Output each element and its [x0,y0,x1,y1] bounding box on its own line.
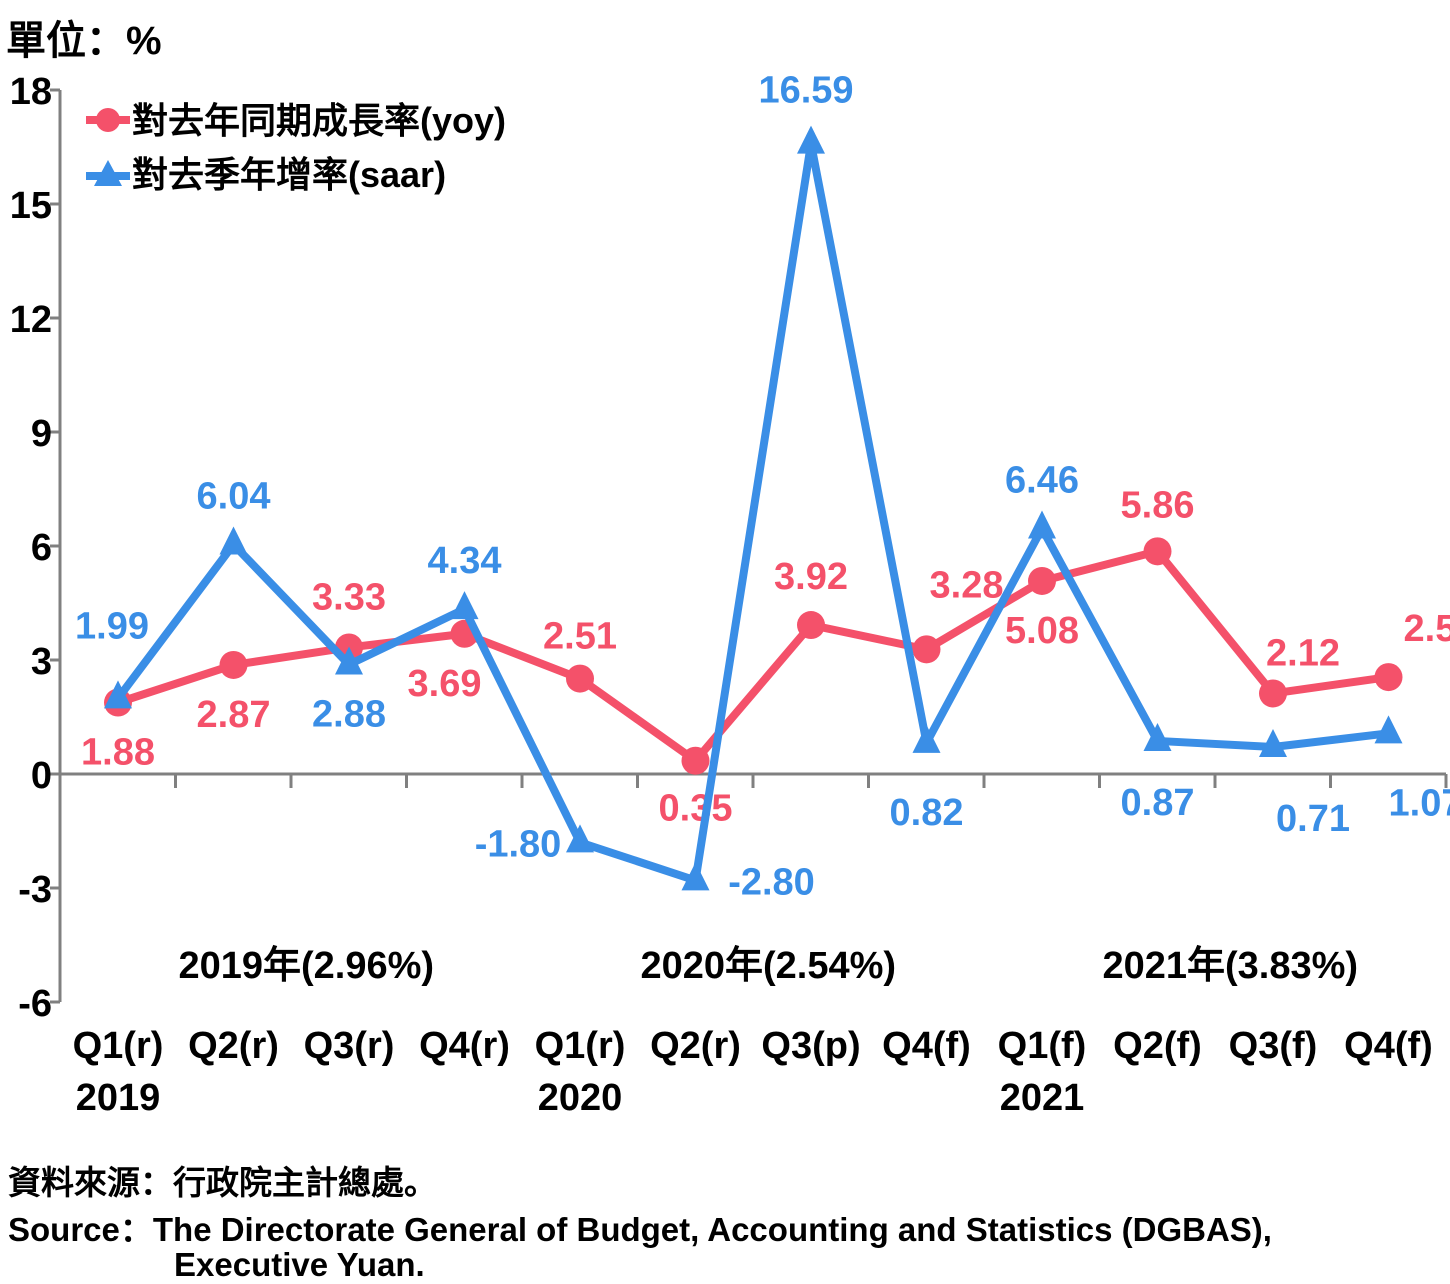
series-yoy: 1.88 2.87 3.33 3.69 2.51 0.35 3.92 3.285.08 5.86… [81,484,1450,829]
y-tick-label: 12 [10,299,52,341]
x-tick-label: Q1(f) [998,1025,1087,1067]
yoy-line [116,547,1390,765]
saar-data-label: 16.59 [758,70,853,112]
year-label: 2019 [76,1077,161,1119]
yoy-data-label: 5.08 [1005,610,1079,652]
y-tick-label: 3 [31,641,52,683]
annual-labels: 2019年(2.96%) 2020年(2.54%) 2021年(3.83%) [178,945,1358,987]
y-tick-label: -3 [18,869,52,911]
yoy-point [1143,537,1172,566]
y-tick-label: 15 [10,185,52,227]
annual-label: 2020年(2.54%) [640,945,896,987]
legend-saar-label: 對去季年增率(saar) [132,154,446,195]
yoy-point [912,635,941,664]
x-tick-label: Q2(r) [188,1025,279,1067]
annual-label: 2021年(3.83%) [1102,945,1358,987]
x-tick-label: Q3(r) [304,1025,395,1067]
source-en-line2: Executive Yuan. [174,1246,425,1283]
yoy-point [566,664,594,693]
yoy-point [1259,679,1287,708]
saar-point [104,680,132,709]
legend-yoy-label: 對去年同期成長率(yoy) [132,100,506,141]
saar-data-label: -1.80 [475,823,562,865]
x-tick-label: Q3(f) [1229,1025,1318,1067]
yoy-data-label: 0.35 [659,788,733,830]
x-tick-label: Q4(r) [419,1025,510,1067]
yoy-data-label: 1.88 [81,732,155,774]
yoy-point [681,746,710,775]
y-tick-label: -6 [18,983,52,1025]
yoy-point [219,650,248,679]
y-tick-label: 0 [31,755,52,797]
yoy-data-label: 3.92 [774,556,848,598]
series-saar: 1.99 6.04 2.88 4.34 -1.80 -2.80 16.59 0.82 6.46 0… [75,70,1450,904]
yoy-point [1028,566,1056,595]
saar-point [450,591,479,620]
saar-point [566,824,594,853]
saar-data-label: 6.46 [1005,460,1079,502]
saar-data-label: 0.82 [890,792,964,834]
legend-saar-marker [94,160,122,186]
saar-data-label: 1.99 [75,605,149,647]
year-label: 2021 [1000,1077,1085,1119]
yoy-point [797,611,825,640]
yoy-data-label: 2.51 [543,616,617,658]
legend: 對去年同期成長率(yoy) 對去季年增率(saar) [86,100,506,195]
saar-point [681,862,710,891]
saar-point [1374,715,1403,744]
x-tick-label: Q1(r) [535,1025,626,1067]
x-tick-label: Q3(p) [761,1025,860,1067]
saar-data-label: 1.07 [1389,782,1450,824]
saar-point [797,125,825,154]
yoy-data-label: 5.86 [1121,484,1195,526]
saar-data-label: 2.88 [312,694,386,736]
yoy-data-label: 3.33 [312,576,386,618]
axes [50,88,1448,1004]
source-zh: 資料來源：行政院主計總處。 [8,1164,437,1201]
x-tick-labels: Q1(r) Q2(r) Q3(r) Q4(r) Q1(r) Q2(r) Q3(p) Q4(f)… [73,1025,1433,1119]
saar-point [219,526,248,555]
yoy-data-label: 2.55 [1404,608,1450,650]
unit-label: 單位：% [6,19,162,63]
year-label: 2020 [538,1077,623,1119]
saar-data-label: 0.71 [1276,798,1350,840]
saar-data-label: 6.04 [197,475,271,517]
y-tick-label: 6 [31,527,52,569]
saar-data-label: 4.34 [428,540,502,582]
y-tick-label: 18 [10,71,52,113]
source-en-line1: Source：The Directorate General of Budget… [8,1211,1272,1248]
y-tick-labels: -6 -3 0 3 6 9 12 15 18 [10,71,52,1025]
saar-point [1143,722,1172,751]
yoy-data-label: 2.12 [1266,632,1340,674]
saar-point [912,724,941,753]
saar-line [114,139,1389,885]
x-tick-label: Q4(f) [1344,1025,1433,1067]
saar-data-label: -2.80 [728,861,815,903]
saar-point [1259,729,1287,758]
saar-point [1028,510,1056,539]
yoy-point [1374,663,1403,692]
yoy-data-label: 2.87 [197,694,271,736]
saar-point [335,646,363,675]
saar-data-label: 0.87 [1121,782,1195,824]
annual-label: 2019年(2.96%) [178,945,434,987]
x-tick-label: Q2(f) [1113,1025,1202,1067]
x-tick-label: Q1(r) [73,1025,164,1067]
legend-yoy-marker [96,108,120,132]
x-tick-label: Q2(r) [650,1025,741,1067]
yoy-data-label: 3.69 [408,663,482,705]
x-tick-label: Q4(f) [882,1025,971,1067]
y-tick-label: 9 [31,413,52,455]
yoy-data-label: 3.28 [930,564,1004,606]
